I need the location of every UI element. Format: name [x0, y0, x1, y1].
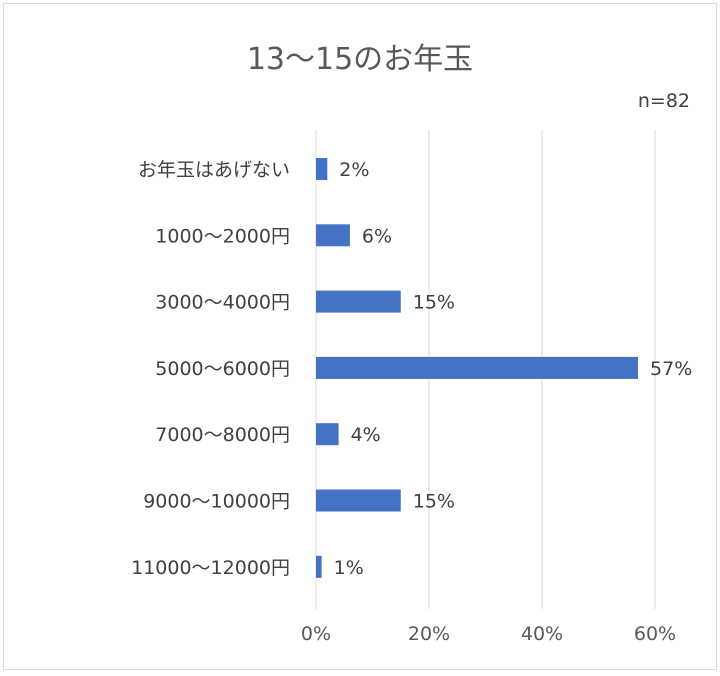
bar	[316, 356, 639, 379]
bar	[316, 555, 322, 578]
sample-size-label: n=82	[637, 90, 690, 112]
chart-title: 13～15のお年玉	[246, 42, 474, 77]
chart-frame: 13～15のお年玉 n=82 0% 20% 40% 60% お年玉はあげない 2% 1000…	[3, 3, 717, 670]
category-label: 9000～10000円	[143, 491, 290, 513]
data-label: 15%	[413, 491, 455, 513]
bar-chart: 0% 20% 40% 60% お年玉はあげない 2% 1000～2000円 6% 3000～40…	[131, 130, 692, 645]
bar	[316, 489, 401, 512]
bar	[316, 290, 401, 313]
bar	[316, 158, 328, 180]
category-label: お年玉はあげない	[138, 159, 290, 181]
category-label: 1000～2000円	[155, 225, 290, 247]
category-label: 5000～6000円	[155, 358, 290, 380]
category-label: 11000～12000円	[131, 557, 290, 579]
bar	[316, 224, 350, 247]
data-label: 57%	[650, 358, 692, 380]
category-label: 7000～8000円	[155, 424, 290, 446]
data-label: 2%	[339, 159, 369, 181]
x-tick-label: 60%	[634, 623, 676, 645]
data-label: 1%	[334, 557, 364, 579]
data-label: 4%	[351, 424, 381, 446]
x-tick-label: 0%	[301, 623, 331, 645]
data-label: 15%	[413, 292, 455, 314]
data-label: 6%	[362, 225, 392, 247]
category-label: 3000～4000円	[155, 292, 290, 314]
x-tick-label: 40%	[521, 623, 563, 645]
x-tick-label: 20%	[408, 623, 450, 645]
bar	[316, 423, 339, 446]
